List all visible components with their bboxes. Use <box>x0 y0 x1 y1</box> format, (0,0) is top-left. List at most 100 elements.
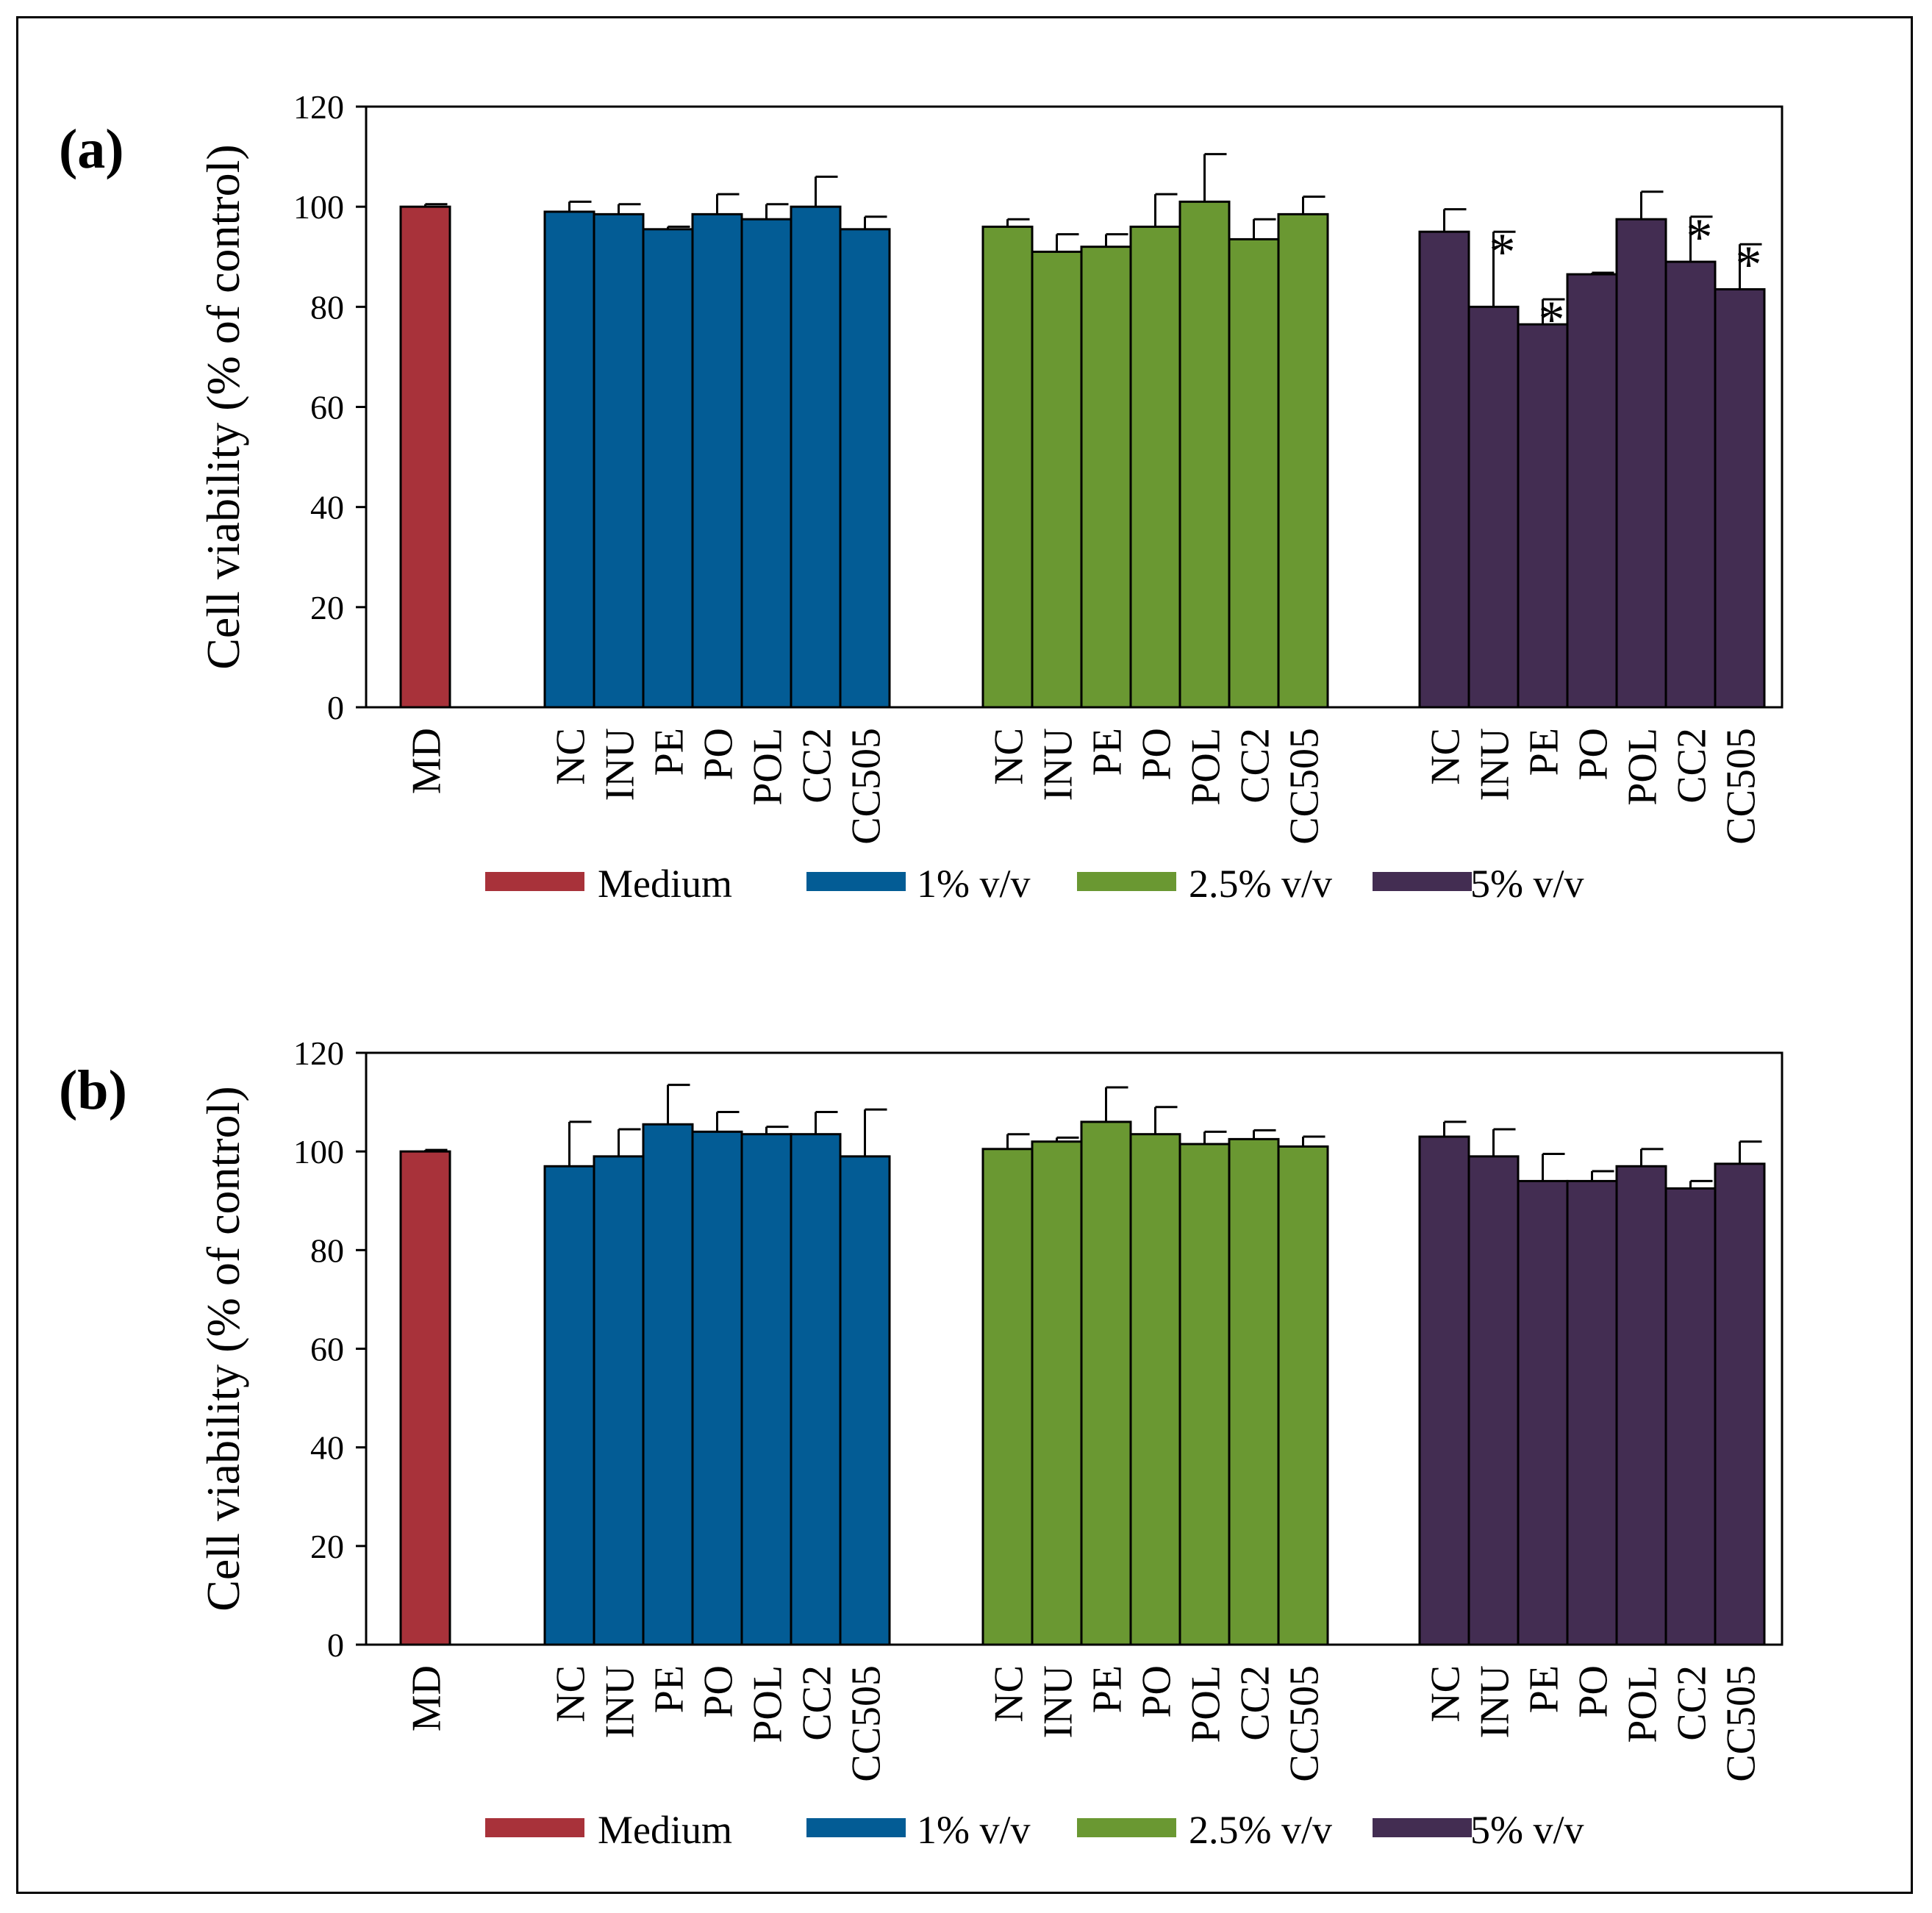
bar-1-v-v-cc2 <box>790 205 842 709</box>
y-axis-label: Cell viability (% of control) <box>197 1086 249 1612</box>
legend-swatch-2-5-v-v <box>1077 872 1176 891</box>
y-tick-label: 0 <box>327 1626 344 1664</box>
bar-2-5-v-v-pe <box>1080 1120 1132 1646</box>
y-tick-label: 60 <box>310 389 344 426</box>
y-tick-label: 40 <box>310 489 344 526</box>
x-tick-label-1-v-v-cc505: CC505 <box>844 728 890 845</box>
x-tick-label-5-v-v-pol: POL <box>1620 1665 1666 1743</box>
legend-label-medium: Medium <box>598 1808 732 1852</box>
x-tick-label-2-5-v-v-inu: INU <box>1036 728 1081 801</box>
y-tick-label: 100 <box>293 188 344 226</box>
x-tick-label-2-5-v-v-cc2: CC2 <box>1233 728 1278 804</box>
bar-2-5-v-v-po <box>1129 1133 1181 1646</box>
x-tick-label-2-5-v-v-cc505: CC505 <box>1282 728 1328 845</box>
y-tick-label: 60 <box>310 1331 344 1368</box>
bar-1-v-v-po <box>691 1130 743 1646</box>
x-tick-label-2-5-v-v-pol: POL <box>1184 728 1229 806</box>
legend-label-1-v-v: 1% v/v <box>917 862 1031 906</box>
bar-medium-md <box>399 205 451 709</box>
bar-2-5-v-v-pol <box>1178 1143 1231 1646</box>
bar-2-5-v-v-cc505 <box>1277 212 1329 709</box>
y-tick-label: 100 <box>293 1133 344 1170</box>
significance-marker-5-v-v-pe: * <box>1539 290 1565 349</box>
bar-5-v-v-pol <box>1615 218 1667 709</box>
bar-1-v-v-po <box>691 212 743 709</box>
x-tick-label-5-v-v-pe: PE <box>1522 728 1567 776</box>
chart-panel-b: (b) Cell viability (% of control) 0 20 40 60 8… <box>59 1034 1783 1852</box>
x-tick-label-1-v-v-pol: POL <box>745 1665 791 1743</box>
bar-medium-md <box>399 1150 451 1646</box>
legend-label-1-v-v: 1% v/v <box>917 1808 1031 1852</box>
bar-2-5-v-v-pe <box>1080 246 1132 709</box>
x-tick-label-2-5-v-v-pe: PE <box>1085 728 1131 776</box>
y-tick-label: 40 <box>310 1429 344 1467</box>
x-tick-label-1-v-v-cc2: CC2 <box>795 1665 840 1741</box>
legend-label-5-v-v: 5% v/v <box>1470 1808 1584 1852</box>
bar-5-v-v-pol <box>1615 1165 1667 1646</box>
panel-label: (b) <box>59 1059 127 1121</box>
bar-1-v-v-cc505 <box>839 228 891 709</box>
x-tick-label-2-5-v-v-pe: PE <box>1085 1665 1131 1713</box>
bar-5-v-v-po <box>1566 1179 1618 1646</box>
y-tick-label: 0 <box>327 689 344 726</box>
legend-swatch-medium <box>485 872 584 891</box>
y-tick-label: 80 <box>310 288 344 326</box>
bar-5-v-v-pe <box>1517 323 1569 709</box>
y-tick-label: 80 <box>310 1231 344 1269</box>
x-tick-label-1-v-v-inu: INU <box>598 728 643 801</box>
legend-swatch-1-v-v <box>806 872 906 891</box>
bar-1-v-v-inu <box>593 212 645 709</box>
bar-1-v-v-cc505 <box>839 1155 891 1646</box>
bar-5-v-v-nc <box>1418 230 1470 709</box>
x-tick-label-2-5-v-v-po: PO <box>1134 728 1180 781</box>
legend-swatch-1-v-v <box>806 1818 906 1837</box>
x-tick-label-medium-md: MD <box>404 1665 450 1731</box>
significance-marker-5-v-v-cc2: * <box>1686 208 1713 267</box>
x-tick-label-5-v-v-nc: NC <box>1423 1665 1469 1723</box>
bar-5-v-v-cc2 <box>1664 1187 1717 1646</box>
bar-2-5-v-v-pol <box>1178 200 1231 709</box>
y-tick-label: 20 <box>310 1528 344 1565</box>
y-tick-label: 120 <box>293 88 344 126</box>
bar-2-5-v-v-nc <box>981 1148 1034 1646</box>
y-tick-label: 20 <box>310 589 344 626</box>
x-tick-label-1-v-v-po: PO <box>696 728 742 781</box>
bar-5-v-v-cc505 <box>1714 1162 1766 1646</box>
bar-1-v-v-nc <box>543 1165 595 1646</box>
x-tick-label-5-v-v-pe: PE <box>1522 1665 1567 1713</box>
x-tick-label-2-5-v-v-cc2: CC2 <box>1233 1665 1278 1741</box>
panel-label: (a) <box>59 118 124 180</box>
bar-1-v-v-pol <box>740 1133 793 1646</box>
bar-2-5-v-v-cc505 <box>1277 1145 1329 1646</box>
bar-1-v-v-pe <box>642 228 694 709</box>
bar-2-5-v-v-inu <box>1031 1140 1083 1646</box>
bar-1-v-v-pe <box>642 1123 694 1646</box>
legend-swatch-medium <box>485 1818 584 1837</box>
x-tick-label-1-v-v-po: PO <box>696 1665 742 1718</box>
x-tick-label-1-v-v-inu: INU <box>598 1665 643 1739</box>
x-tick-label-5-v-v-po: PO <box>1571 728 1617 781</box>
legend-label-2-5-v-v: 2.5% v/v <box>1189 862 1332 906</box>
bar-5-v-v-inu <box>1467 305 1520 709</box>
x-tick-label-1-v-v-pe: PE <box>647 1665 693 1713</box>
x-tick-label-2-5-v-v-nc: NC <box>987 728 1032 785</box>
x-tick-label-5-v-v-cc505: CC505 <box>1719 1665 1764 1782</box>
legend-swatch-5-v-v <box>1373 872 1472 891</box>
y-tick-label: 120 <box>293 1034 344 1072</box>
y-axis-label: Cell viability (% of control) <box>197 144 249 670</box>
x-tick-label-1-v-v-pe: PE <box>647 728 693 776</box>
x-tick-label-1-v-v-nc: NC <box>548 728 594 785</box>
legend-swatch-5-v-v <box>1373 1818 1472 1837</box>
bar-5-v-v-inu <box>1467 1155 1520 1646</box>
x-tick-label-5-v-v-po: PO <box>1571 1665 1617 1718</box>
significance-marker-5-v-v-cc505: * <box>1736 235 1762 294</box>
legend-label-medium: Medium <box>598 862 732 906</box>
bar-5-v-v-cc505 <box>1714 288 1766 709</box>
x-tick-label-2-5-v-v-po: PO <box>1134 1665 1180 1718</box>
bar-2-5-v-v-po <box>1129 225 1181 709</box>
bar-2-5-v-v-cc2 <box>1228 1137 1280 1646</box>
x-tick-label-2-5-v-v-cc505: CC505 <box>1282 1665 1328 1782</box>
bar-5-v-v-po <box>1566 273 1618 709</box>
legend-swatch-2-5-v-v <box>1077 1818 1176 1837</box>
